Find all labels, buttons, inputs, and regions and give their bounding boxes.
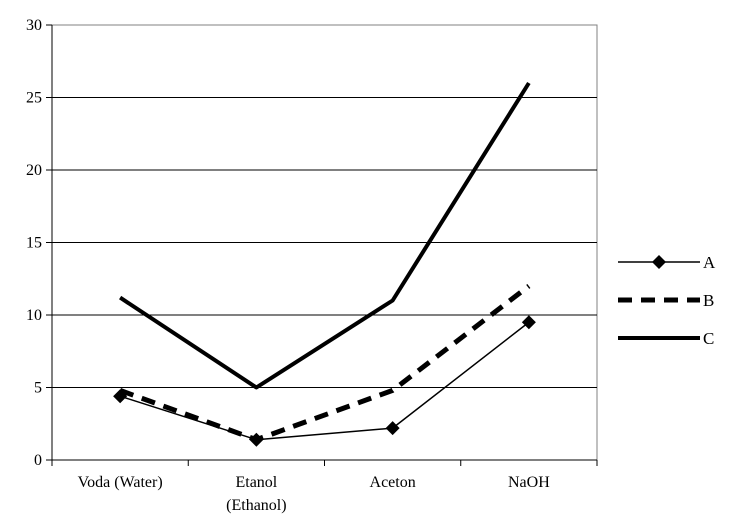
legend-entry-b: B xyxy=(618,291,714,310)
y-tick-label: 20 xyxy=(26,162,42,179)
legend-label-c: C xyxy=(703,329,714,348)
x-tick-label: Aceton xyxy=(370,474,416,491)
x-axis-ticks: Voda (Water) Etanol (Ethanol) Aceton NaOH xyxy=(52,460,597,514)
x-tick-label-line2: (Ethanol) xyxy=(226,497,286,514)
x-tick-label: NaOH xyxy=(508,474,550,491)
y-axis-ticks: 0 5 10 15 20 25 30 xyxy=(26,17,52,469)
y-tick-label: 30 xyxy=(26,17,42,34)
legend-entry-a: A xyxy=(618,253,716,272)
legend: A B C xyxy=(618,253,716,348)
legend-label-a: A xyxy=(703,253,716,272)
y-tick-label: 25 xyxy=(26,90,42,107)
legend-entry-c: C xyxy=(618,329,714,348)
legend-marker-a xyxy=(652,255,666,269)
x-tick-label: Etanol xyxy=(235,474,277,491)
y-tick-label: 15 xyxy=(26,235,42,252)
x-tick-label: Voda (Water) xyxy=(78,474,163,491)
y-tick-label: 0 xyxy=(34,452,42,469)
legend-label-b: B xyxy=(703,291,714,310)
y-tick-label: 10 xyxy=(26,307,42,324)
y-tick-label: 5 xyxy=(34,380,42,397)
